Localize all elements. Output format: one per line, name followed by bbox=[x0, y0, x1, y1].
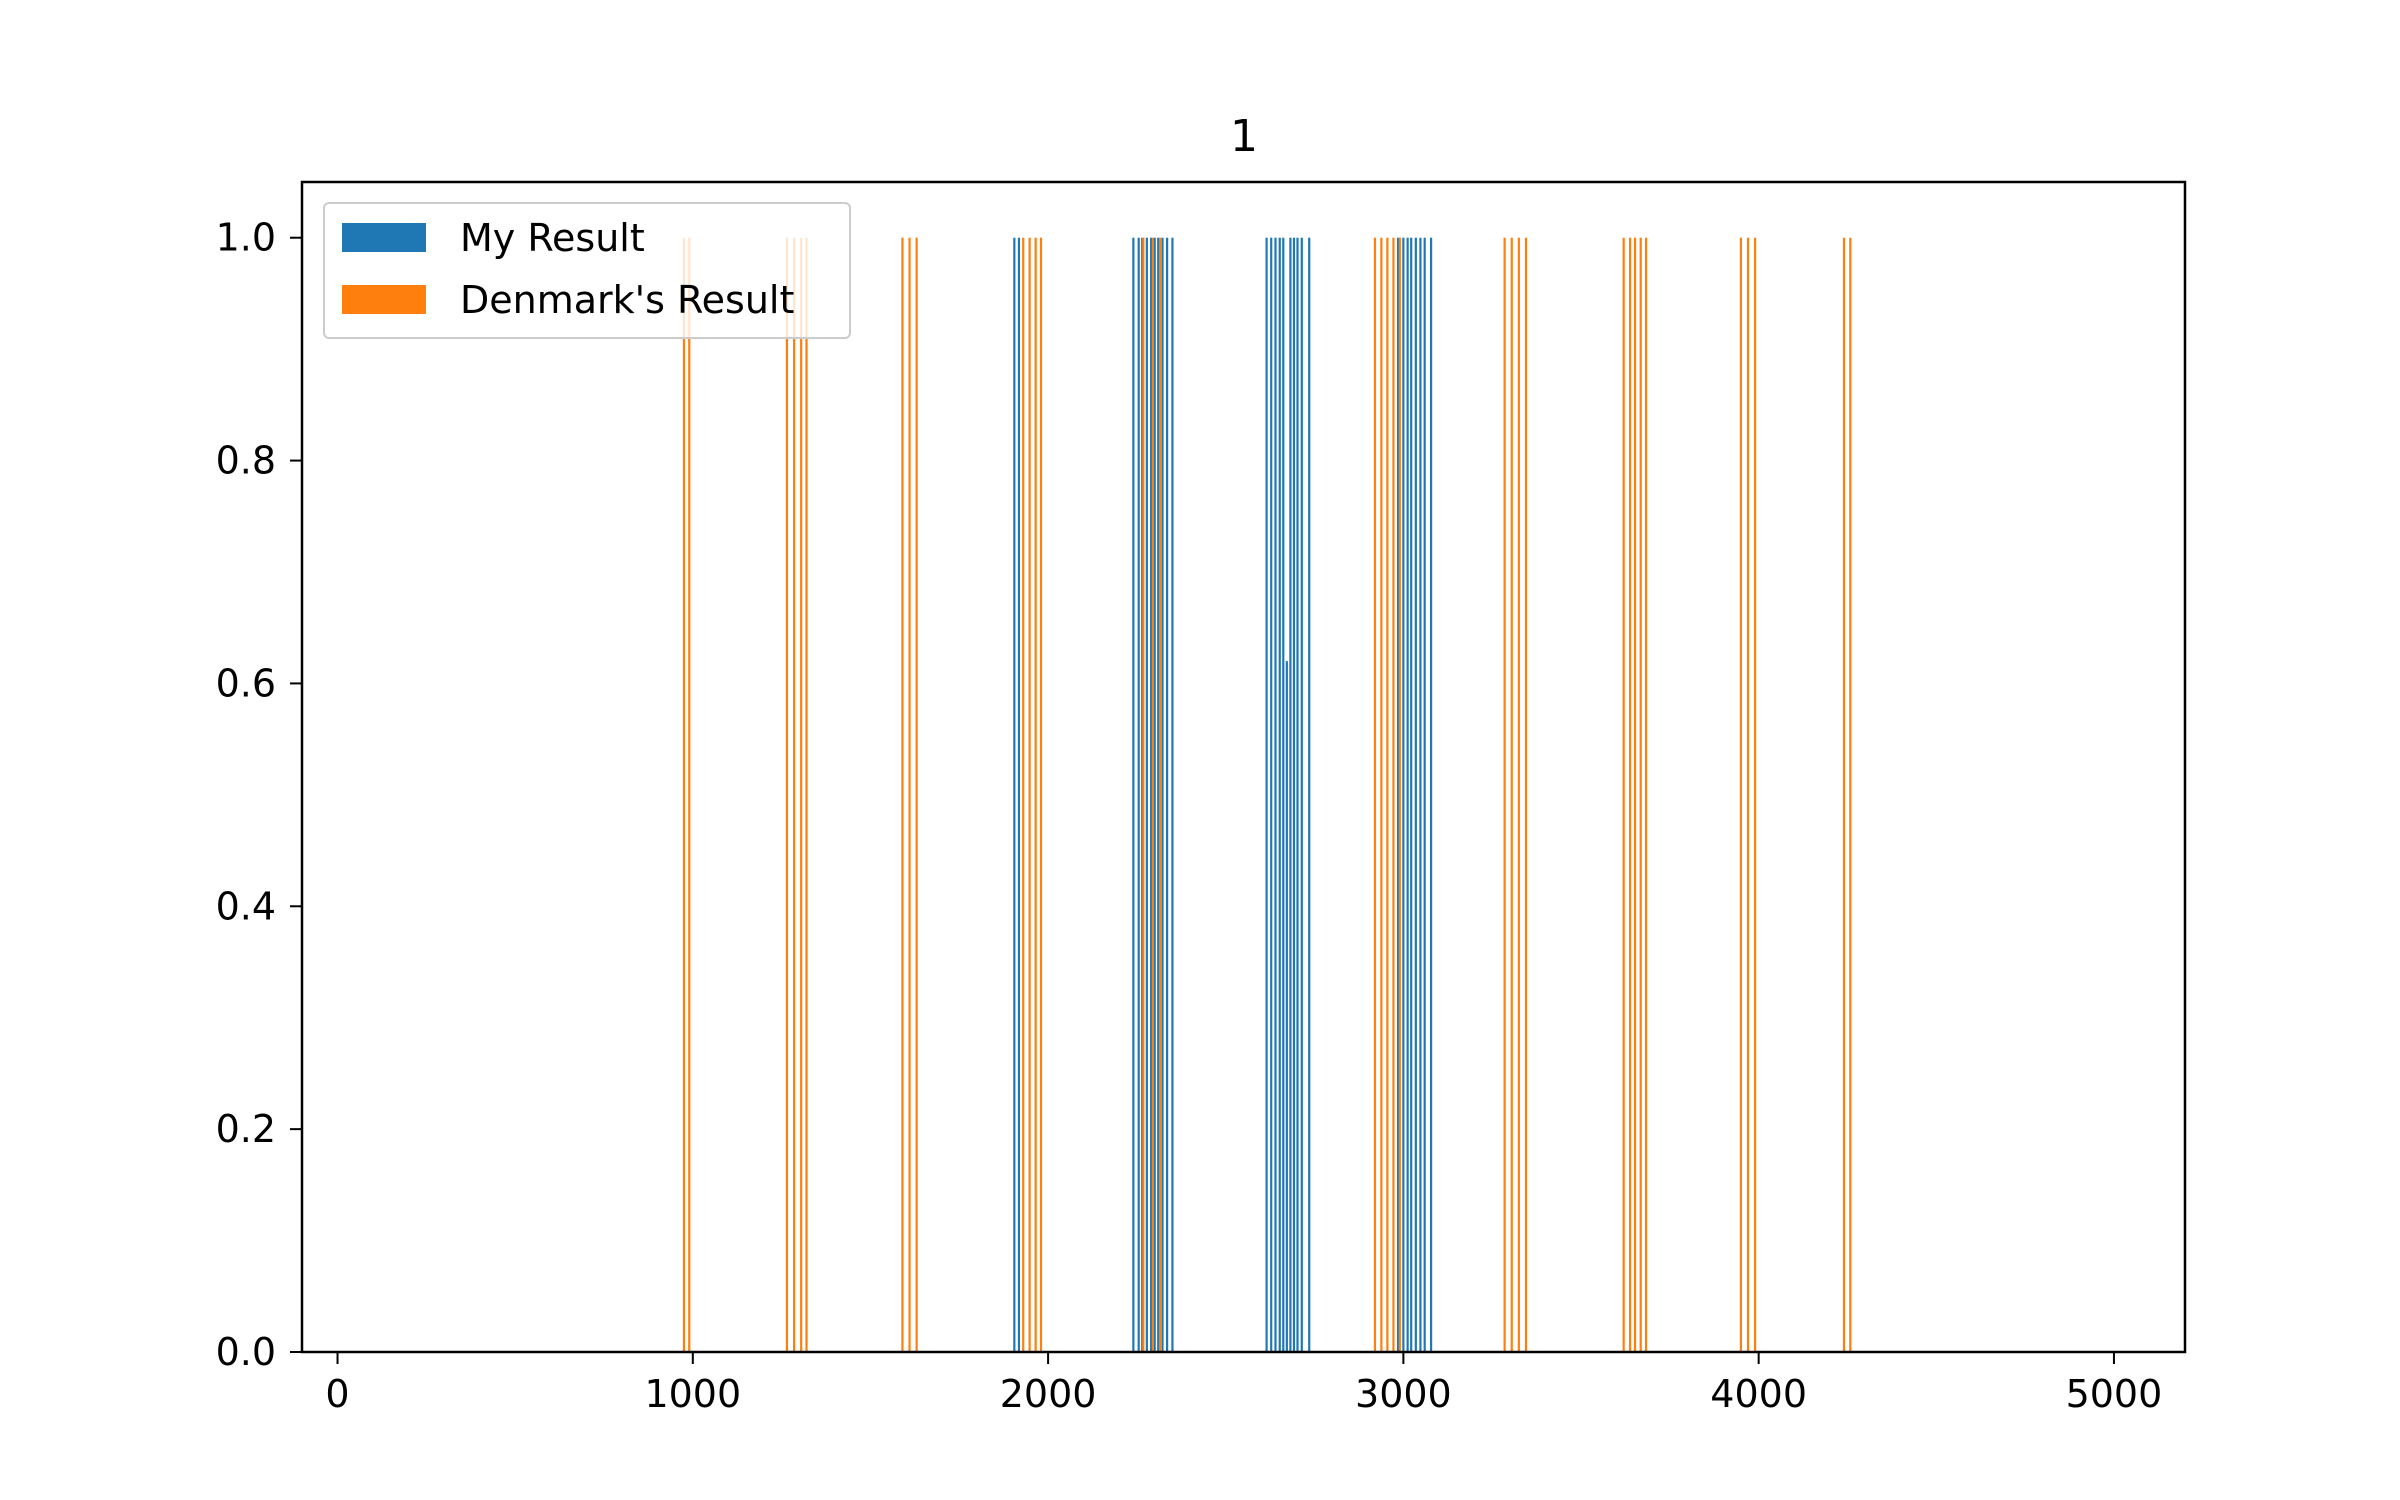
legend-box bbox=[323, 202, 851, 339]
x-tick-label-2000: 2000 bbox=[1000, 1372, 1097, 1416]
x-tick-label-3000: 3000 bbox=[1355, 1372, 1452, 1416]
bar-series-1-14 bbox=[1151, 237, 1154, 1353]
bar-series-0-27 bbox=[1414, 237, 1417, 1353]
legend-swatch-denmarks-result bbox=[342, 285, 426, 314]
bar-series-1-31 bbox=[1746, 237, 1750, 1353]
bar-series-1-29 bbox=[1644, 237, 1648, 1353]
bar-series-0-10 bbox=[1166, 237, 1169, 1353]
bar-series-1-33 bbox=[1842, 237, 1846, 1353]
bar-series-1-6 bbox=[901, 237, 904, 1353]
plot-area-frame bbox=[300, 180, 2187, 1354]
bar-series-1-32 bbox=[1754, 237, 1757, 1353]
bar-series-0-26 bbox=[1410, 237, 1413, 1353]
bar-series-0-13 bbox=[1270, 237, 1273, 1353]
bar-series-1-0 bbox=[682, 237, 686, 1353]
bar-series-1-12 bbox=[1039, 237, 1043, 1353]
legend: My Result Denmark's Result bbox=[323, 202, 851, 339]
bars-layer bbox=[682, 237, 1852, 1353]
bar-series-0-22 bbox=[1308, 237, 1311, 1353]
x-tick-label-4000: 4000 bbox=[1710, 1372, 1807, 1416]
bar-series-1-22 bbox=[1510, 237, 1513, 1353]
bar-series-0-30 bbox=[1429, 237, 1433, 1353]
bar-series-0-20 bbox=[1296, 237, 1299, 1353]
bar-series-0-23 bbox=[1396, 237, 1400, 1353]
y-tick-label-0.6: 0.6 bbox=[216, 661, 276, 705]
bar-series-1-24 bbox=[1524, 237, 1528, 1353]
bar-series-1-16 bbox=[1373, 237, 1377, 1353]
bar-series-0-18 bbox=[1289, 237, 1292, 1353]
bar-series-1-23 bbox=[1517, 237, 1520, 1353]
bar-series-1-11 bbox=[1034, 237, 1037, 1353]
bar-series-1-5 bbox=[805, 237, 808, 1353]
legend-label-my-result: My Result bbox=[460, 216, 645, 260]
bar-series-1-30 bbox=[1739, 237, 1742, 1353]
bar-series-0-28 bbox=[1419, 237, 1422, 1353]
chart-title: 1 bbox=[1230, 111, 1258, 162]
bar-series-0-0 bbox=[1013, 237, 1016, 1353]
x-tick-label-0: 0 bbox=[325, 1372, 349, 1416]
bar-series-1-34 bbox=[1849, 237, 1852, 1353]
bar-series-1-13 bbox=[1142, 237, 1145, 1353]
bar-series-0-8 bbox=[1157, 237, 1160, 1353]
y-tick-label-0.4: 0.4 bbox=[216, 884, 276, 928]
y-axis: 0.0 0.2 0.4 0.6 0.8 1.0 bbox=[216, 216, 302, 1374]
bar-series-1-9 bbox=[1022, 237, 1025, 1353]
bar-series-1-4 bbox=[800, 237, 803, 1353]
bar-series-0-6 bbox=[1150, 237, 1153, 1353]
bar-series-0-21 bbox=[1300, 237, 1303, 1353]
bar-series-1-1 bbox=[688, 237, 691, 1353]
y-tick-label-0.2: 0.2 bbox=[216, 1107, 276, 1151]
x-tick-label-1000: 1000 bbox=[644, 1372, 741, 1416]
legend-label-denmarks-result: Denmark's Result bbox=[460, 278, 794, 322]
bar-series-1-15 bbox=[1158, 237, 1162, 1353]
bar-series-0-29 bbox=[1423, 237, 1426, 1353]
y-tick-label-0.8: 0.8 bbox=[216, 439, 276, 483]
bar-series-1-21 bbox=[1503, 237, 1506, 1353]
bar-series-1-28 bbox=[1639, 237, 1642, 1353]
bar-series-1-10 bbox=[1028, 237, 1031, 1353]
bar-series-1-3 bbox=[792, 237, 796, 1353]
bar-series-1-7 bbox=[908, 237, 911, 1353]
x-axis: 0 1000 2000 3000 4000 5000 bbox=[325, 1352, 2162, 1416]
bar-series-0-7 bbox=[1153, 237, 1156, 1353]
bar-series-0-12 bbox=[1265, 237, 1268, 1353]
bar-series-0-9 bbox=[1161, 237, 1164, 1353]
bar-series-0-11 bbox=[1171, 237, 1174, 1353]
bar-series-0-3 bbox=[1137, 237, 1140, 1353]
bar-series-1-8 bbox=[915, 237, 918, 1353]
bar-series-1-20 bbox=[1398, 237, 1401, 1353]
bar-series-0-25 bbox=[1406, 237, 1409, 1353]
bar-series-0-19 bbox=[1292, 237, 1296, 1353]
bar-series-1-27 bbox=[1633, 237, 1637, 1353]
bar-series-0-16 bbox=[1282, 237, 1285, 1353]
bar-series-1-2 bbox=[785, 237, 789, 1353]
y-tick-label-0: 0.0 bbox=[216, 1330, 276, 1374]
bar-series-0-24 bbox=[1402, 237, 1405, 1353]
y-tick-label-1: 1.0 bbox=[216, 216, 276, 260]
bar-series-0-17 bbox=[1285, 661, 1288, 1352]
bar-series-0-2 bbox=[1132, 237, 1135, 1353]
bar-series-0-15 bbox=[1278, 237, 1281, 1353]
bar-series-0-14 bbox=[1274, 237, 1277, 1353]
bar-series-1-26 bbox=[1628, 237, 1632, 1353]
legend-swatch-my-result bbox=[342, 223, 426, 252]
x-tick-label-5000: 5000 bbox=[2066, 1372, 2163, 1416]
bar-series-0-1 bbox=[1017, 237, 1021, 1353]
bar-series-1-18 bbox=[1386, 237, 1389, 1353]
bar-series-0-5 bbox=[1145, 237, 1148, 1353]
bar-series-1-19 bbox=[1392, 237, 1395, 1353]
bar-series-1-17 bbox=[1380, 237, 1383, 1353]
bar-series-1-25 bbox=[1622, 237, 1625, 1353]
